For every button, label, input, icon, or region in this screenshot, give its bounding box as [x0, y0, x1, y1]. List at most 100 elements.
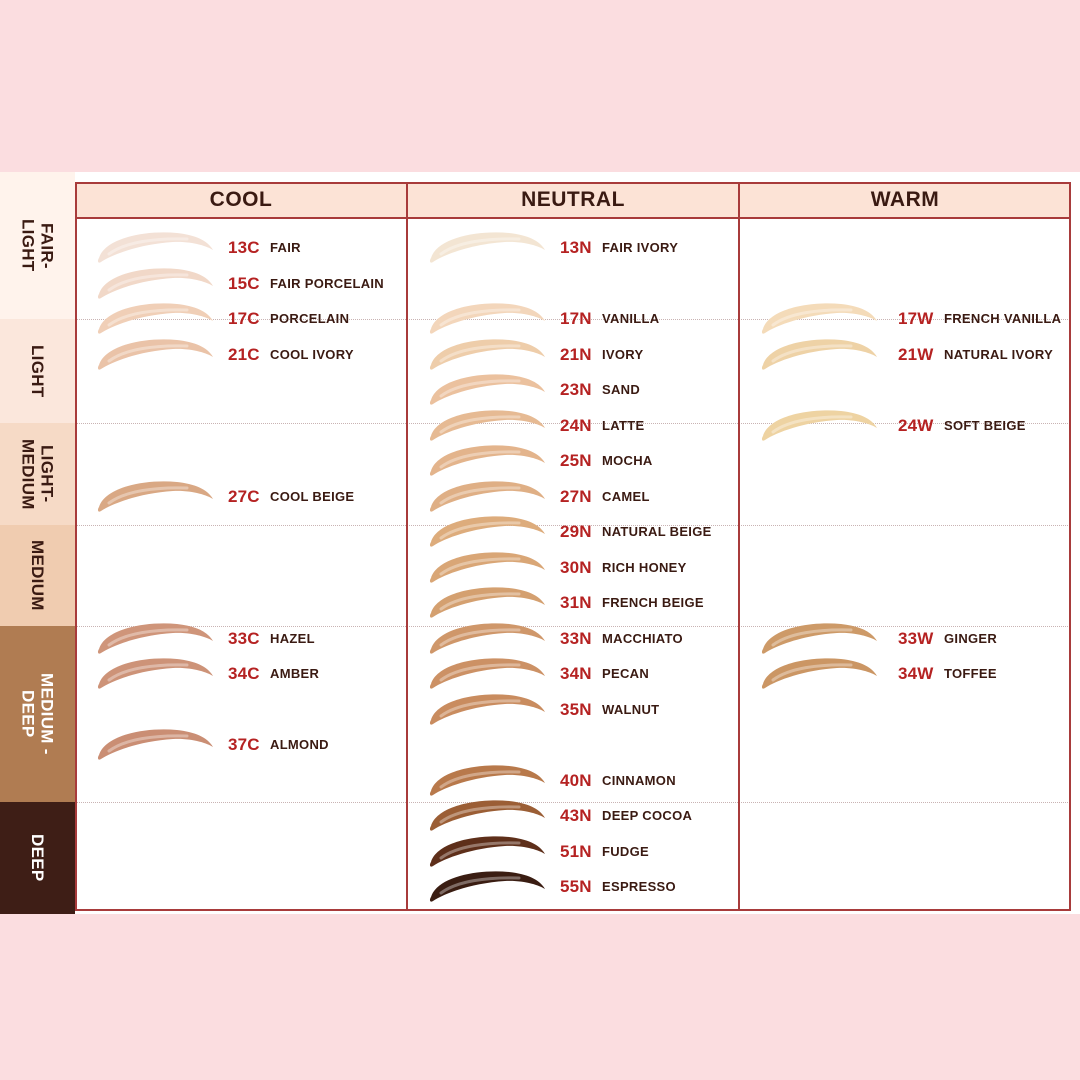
- shade-swatch-highlight: [107, 237, 189, 256]
- shade-swatch-highlight: [107, 272, 189, 291]
- shade-code: 24W: [898, 415, 934, 435]
- shade-swatch-shape: [761, 338, 877, 370]
- shade-code: 30N: [560, 557, 592, 577]
- frame-bottom: [75, 909, 1071, 911]
- shade-swatch: [429, 374, 545, 405]
- shade-name: ALMOND: [270, 737, 329, 752]
- shade-swatch: [761, 409, 877, 441]
- shade-name: PECAN: [602, 666, 650, 681]
- column-header-neutral: NEUTRAL: [407, 182, 739, 218]
- shade-swatch-highlight: [107, 343, 189, 362]
- shade-swatch-shape: [429, 374, 545, 405]
- shade-code: 51N: [560, 841, 592, 861]
- shade-code: 40N: [560, 770, 592, 790]
- shade-swatch-highlight: [107, 308, 189, 327]
- header-row: [75, 182, 1071, 218]
- shade-swatch: [429, 871, 545, 902]
- shade-swatch-highlight: [107, 663, 189, 682]
- shade-swatch-shape: [761, 409, 877, 441]
- shade-swatch: [429, 551, 545, 583]
- shade-code: 23N: [560, 380, 592, 399]
- shade-swatch-highlight: [439, 521, 521, 540]
- shade-code: 35N: [560, 699, 592, 719]
- shade-chart: FAIR- LIGHT LIGHT LIGHT- MEDIUM MEDIUM M…: [0, 172, 1080, 914]
- shade-swatch-shape: [429, 303, 545, 334]
- shade-code: 33C: [228, 628, 260, 648]
- column-header-label: WARM: [870, 188, 940, 211]
- depth-band-fair-light: FAIR- LIGHT: [0, 172, 75, 319]
- frame-divider: [406, 182, 408, 911]
- shade-swatch-shape: [429, 800, 545, 831]
- shade-swatch: [429, 409, 545, 441]
- depth-band-medium-deep: MEDIUM - DEEP: [0, 626, 75, 802]
- shade-swatch-shape: [97, 338, 213, 370]
- shade-swatch-shape: [429, 480, 545, 512]
- shade-name: WALNUT: [602, 701, 660, 717]
- column-header-label: NEUTRAL: [521, 188, 625, 211]
- shade-name: FAIR PORCELAIN: [270, 275, 384, 291]
- shade-swatch-highlight: [439, 805, 521, 824]
- shade-name: NATURAL IVORY: [944, 346, 1054, 362]
- shade-swatch: [97, 232, 213, 263]
- shade-name: FAIR IVORY: [602, 240, 679, 255]
- shade-swatch-shape: [761, 303, 877, 334]
- shade-swatch: [97, 338, 213, 370]
- shade-swatch-highlight: [439, 485, 521, 504]
- shade-swatch: [429, 693, 545, 725]
- shade-code: 15C: [228, 273, 260, 293]
- shade-swatch-highlight: [439, 237, 521, 256]
- shade-code: 27C: [228, 486, 260, 506]
- shade-name: COOL BEIGE: [270, 488, 355, 504]
- shade-swatch: [429, 232, 545, 263]
- shade-code: 37C: [228, 735, 260, 754]
- band-separator: [76, 626, 1070, 627]
- shade-name: LATTE: [602, 417, 645, 433]
- shade-name: FRENCH VANILLA: [944, 311, 1062, 326]
- shade-swatch-highlight: [439, 840, 521, 859]
- depth-band-label: LIGHT: [28, 344, 47, 398]
- column-header-label: COOL: [209, 188, 273, 211]
- shade-swatch: [429, 445, 545, 476]
- depth-band-light: LIGHT: [0, 319, 75, 423]
- shade-code: 13C: [228, 238, 260, 257]
- depth-band-label: FAIR- LIGHT: [18, 219, 57, 272]
- shade-swatch-shape: [429, 871, 545, 902]
- shade-swatch: [429, 764, 545, 796]
- shade-name: CAMEL: [602, 488, 650, 504]
- shade-code: 25N: [560, 451, 592, 470]
- shade-code: 31N: [560, 593, 592, 612]
- shade-swatch-shape: [761, 658, 877, 689]
- shade-swatch-shape: [429, 409, 545, 441]
- shade-swatch-highlight: [107, 734, 189, 753]
- shade-swatch: [97, 622, 213, 654]
- shade-swatch-shape: [429, 551, 545, 583]
- shade-swatch-highlight: [439, 663, 521, 682]
- shade-name: VANILLA: [602, 311, 660, 326]
- shade-swatch: [97, 658, 213, 689]
- shade-name: SAND: [602, 382, 641, 397]
- shade-name: FAIR: [270, 240, 301, 255]
- shade-swatch: [97, 303, 213, 334]
- shade-swatch-shape: [97, 729, 213, 760]
- shade-swatch: [97, 480, 213, 512]
- shade-name: PORCELAIN: [270, 311, 350, 326]
- shade-name: FUDGE: [602, 843, 649, 859]
- shade-swatch-shape: [429, 658, 545, 689]
- shade-code: 24N: [560, 415, 592, 435]
- shade-swatch-highlight: [439, 379, 521, 398]
- shade-swatch: [429, 480, 545, 512]
- frame-header-bottom: [75, 217, 1071, 219]
- shade-name: IVORY: [602, 346, 644, 362]
- shade-swatch-highlight: [439, 308, 521, 327]
- depth-band-medium: MEDIUM: [0, 525, 75, 626]
- shade-swatch-highlight: [439, 450, 521, 469]
- shade-code: 33N: [560, 628, 592, 648]
- shade-name: DEEP COCOA: [602, 808, 693, 823]
- shade-swatch-highlight: [107, 627, 189, 646]
- frame-divider: [738, 182, 740, 911]
- shade-code: 34W: [898, 664, 934, 683]
- shade-swatch-shape: [429, 232, 545, 263]
- band-separator: [76, 802, 1070, 803]
- shade-code: 27N: [560, 486, 592, 506]
- shade-name: MACCHIATO: [602, 630, 683, 646]
